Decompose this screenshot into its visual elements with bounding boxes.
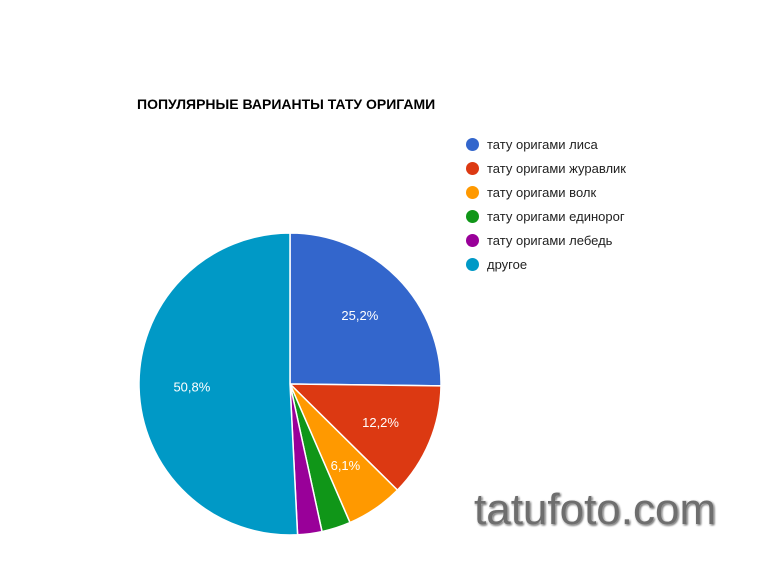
chart-title: ПОПУЛЯРНЫЕ ВАРИАНТЫ ТАТУ ОРИГАМИ (137, 96, 436, 112)
legend-label: другое (487, 257, 528, 272)
watermark: tatufoto.com (474, 485, 717, 534)
legend: тату оригами лиса тату оригами журавлик та… (466, 136, 636, 280)
slice-label: 50,8% (173, 379, 210, 394)
legend-item: тату оригами лиса (466, 136, 636, 153)
legend-marker-icon (466, 234, 479, 247)
legend-item: тату оригами лебедь (466, 232, 636, 249)
pie-slice (289, 232, 442, 387)
legend-marker-icon (466, 162, 479, 175)
legend-label: тату оригами лебедь (487, 233, 613, 248)
legend-marker-icon (466, 186, 479, 199)
legend-label: тату оригами единорог (487, 209, 625, 224)
pie-slice (138, 232, 299, 536)
slice-label: 6,1% (331, 458, 361, 473)
slice-label: 12,2% (362, 415, 399, 430)
legend-marker-icon (466, 210, 479, 223)
legend-item: тату оригами единорог (466, 208, 636, 225)
legend-item: тату оригами волк (466, 184, 636, 201)
legend-label: тату оригами волк (487, 185, 597, 200)
legend-label: тату оригами журавлик (487, 161, 626, 176)
legend-marker-icon (466, 258, 479, 271)
legend-item: тату оригами журавлик (466, 160, 636, 177)
legend-marker-icon (466, 138, 479, 151)
slice-label: 25,2% (341, 308, 378, 323)
legend-label: тату оригами лиса (487, 137, 598, 152)
pie-slice (288, 383, 442, 492)
legend-item: другое (466, 256, 636, 273)
